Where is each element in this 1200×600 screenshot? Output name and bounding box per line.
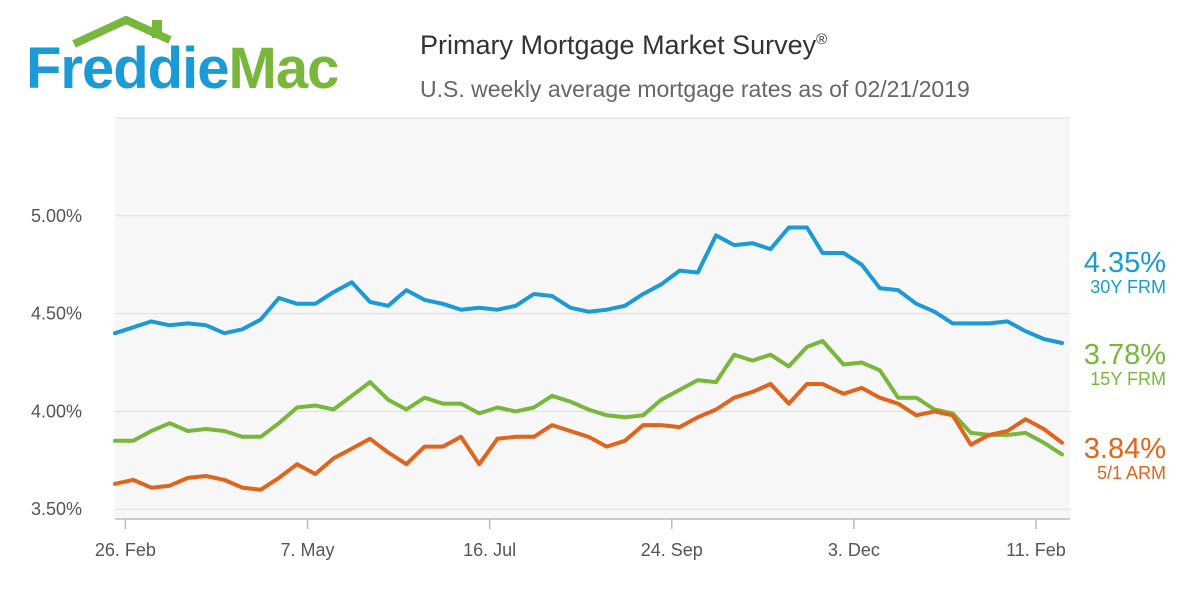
y-tick-label: 3.50% bbox=[31, 499, 82, 519]
value-15y-frm: 3.78% bbox=[1083, 339, 1166, 371]
name-30y-frm: 30Y FRM bbox=[1090, 277, 1166, 298]
label-30y-frm: 4.35% 30Y FRM bbox=[1084, 248, 1166, 298]
value-51-arm: 3.84% bbox=[1083, 433, 1166, 465]
x-tick-label: 11. Feb bbox=[1006, 540, 1066, 560]
y-tick-label: 4.00% bbox=[31, 401, 82, 421]
name-51-arm: 5/1 ARM bbox=[1096, 463, 1166, 484]
name-15y-frm: 15Y FRM bbox=[1090, 369, 1166, 390]
logo-wordmark: FreddieMac bbox=[26, 40, 339, 98]
x-axis: 26. Feb 7. May 16. Jul 24. Sep 3. Dec 11. Feb bbox=[95, 518, 1070, 560]
x-tick-label: 3. Dec bbox=[828, 540, 880, 560]
chart-title-text: Primary Mortgage Market Survey bbox=[420, 30, 817, 60]
series-line-30y-frm bbox=[113, 225, 1064, 345]
label-51-arm: 3.84% 5/1 ARM bbox=[1084, 434, 1166, 484]
y-tick-label: 4.50% bbox=[31, 304, 82, 324]
registered-mark: ® bbox=[816, 31, 828, 48]
series-line-15y-frm bbox=[113, 339, 1064, 457]
label-15y-frm: 3.78% 15Y FRM bbox=[1084, 340, 1166, 390]
house-roof-icon bbox=[72, 15, 172, 48]
x-tick-label: 7. May bbox=[281, 540, 335, 560]
x-tick-label: 16. Jul bbox=[463, 540, 516, 560]
series-line-51-arm bbox=[113, 382, 1064, 492]
chart-title: Primary Mortgage Market Survey® bbox=[420, 30, 827, 61]
y-tick-label: 5.00% bbox=[31, 206, 82, 226]
logo-freddie: Freddie bbox=[26, 36, 229, 101]
y-axis: 3.50% 4.00% 4.50% 5.00% bbox=[31, 206, 82, 519]
value-30y-frm: 4.35% bbox=[1083, 247, 1166, 279]
x-tick-label: 24. Sep bbox=[641, 540, 703, 560]
x-tick-label: 26. Feb bbox=[95, 540, 156, 560]
series-lines bbox=[113, 225, 1064, 492]
freddie-mac-logo: FreddieMac bbox=[26, 14, 386, 106]
chart-subtitle: U.S. weekly average mortgage rates as of… bbox=[420, 76, 970, 102]
logo-mac: Mac bbox=[228, 36, 340, 101]
plot-area bbox=[115, 118, 1070, 519]
